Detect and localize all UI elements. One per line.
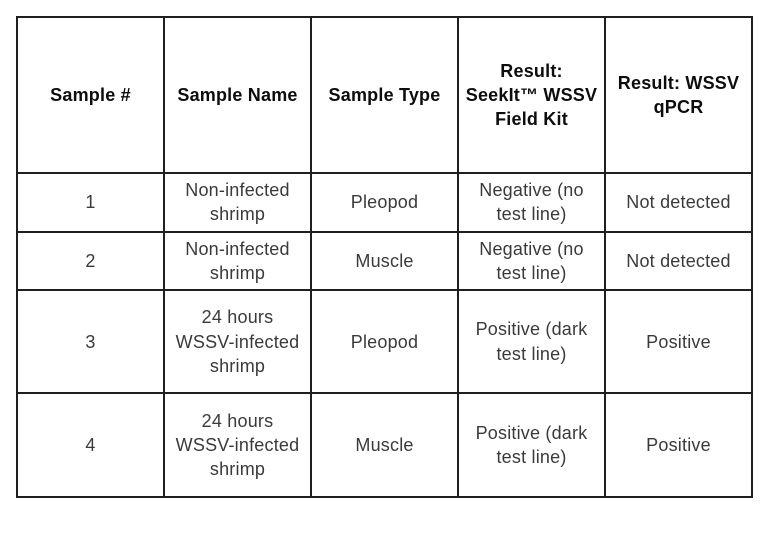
cell-sample-type: Pleopod <box>310 289 459 395</box>
cell-result-qpcr: Not detected <box>604 172 753 233</box>
table-row: 2 Non-infected shrimp Muscle Negative (n… <box>16 230 753 292</box>
cell-sample-type: Muscle <box>310 392 459 499</box>
header-cell-result-field-kit: Result: SeekIt™ WSSV Field Kit <box>457 16 606 174</box>
table-row: 3 24 hours WSSV-infected shrimp Pleopod … <box>16 289 753 395</box>
cell-result-field-kit: Negative (no test line) <box>457 172 606 233</box>
cell-result-qpcr: Positive <box>604 289 753 395</box>
header-cell-sample-name: Sample Name <box>163 16 312 174</box>
cell-sample-type: Muscle <box>310 230 459 292</box>
cell-sample-name: Non-infected shrimp <box>163 172 312 233</box>
cell-sample-number: 3 <box>16 289 165 395</box>
cell-sample-number: 1 <box>16 172 165 233</box>
cell-sample-name: 24 hours WSSV-infected shrimp <box>163 392 312 499</box>
cell-result-field-kit: Positive (dark test line) <box>457 289 606 395</box>
header-cell-result-qpcr: Result: WSSV qPCR <box>604 16 753 174</box>
cell-result-qpcr: Positive <box>604 392 753 499</box>
cell-sample-number: 4 <box>16 392 165 499</box>
cell-sample-type: Pleopod <box>310 172 459 233</box>
header-cell-sample-number: Sample # <box>16 16 165 174</box>
cell-result-qpcr: Not detected <box>604 230 753 292</box>
cell-sample-number: 2 <box>16 230 165 292</box>
cell-sample-name: 24 hours WSSV-infected shrimp <box>163 289 312 395</box>
cell-result-field-kit: Positive (dark test line) <box>457 392 606 499</box>
table-row: 1 Non-infected shrimp Pleopod Negative (… <box>16 172 753 233</box>
header-cell-sample-type: Sample Type <box>310 16 459 174</box>
table-row: 4 24 hours WSSV-infected shrimp Muscle P… <box>16 392 753 499</box>
table-header-row: Sample # Sample Name Sample Type Result:… <box>16 16 753 174</box>
cell-sample-name: Non-infected shrimp <box>163 230 312 292</box>
results-table: Sample # Sample Name Sample Type Result:… <box>16 16 753 499</box>
cell-result-field-kit: Negative (no test line) <box>457 230 606 292</box>
